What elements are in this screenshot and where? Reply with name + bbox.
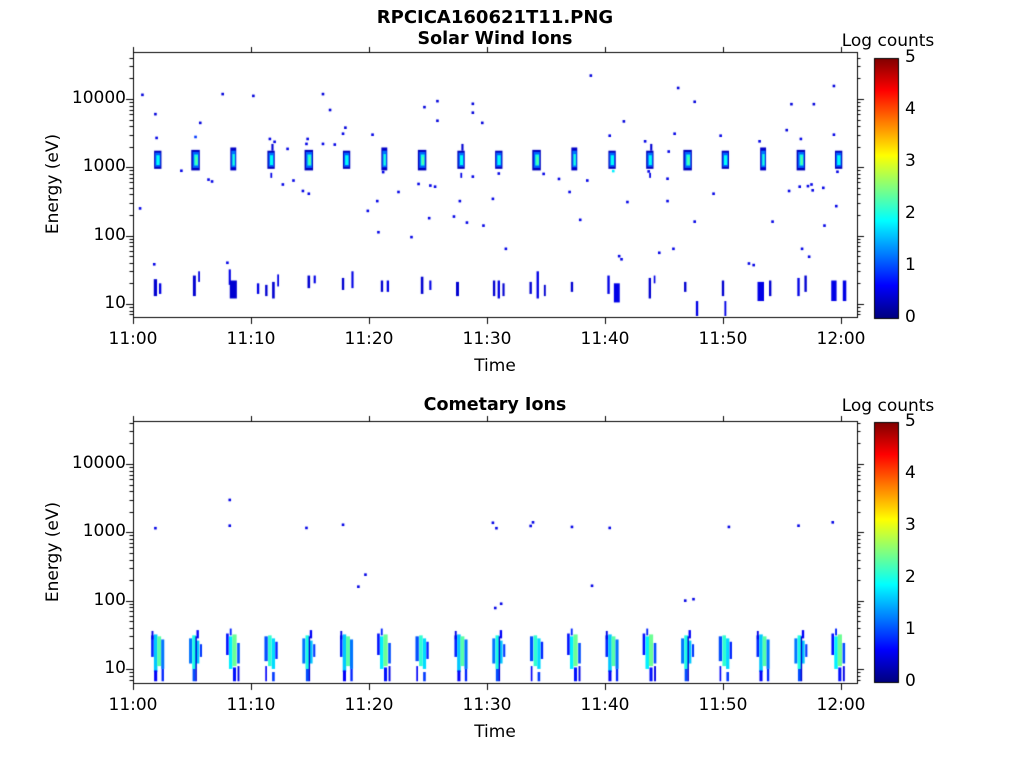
x-tick-label: 11:30 <box>462 329 512 349</box>
x-tick-label: 11:50 <box>698 695 748 715</box>
colorbar-tick-label: 3 <box>905 515 916 535</box>
figure-title: RPCICA160621T11.PNG <box>376 7 614 28</box>
colorbar-tick-label: 2 <box>905 567 916 587</box>
panel2-x-axis-label: Time <box>474 722 516 742</box>
colorbar-tick-label: 1 <box>905 255 916 275</box>
colorbar-tick-label: 5 <box>905 411 916 431</box>
x-tick-label: 12:00 <box>816 695 866 715</box>
colorbar-tick-label: 2 <box>905 203 916 223</box>
colorbar-tick-label: 4 <box>905 463 916 483</box>
x-tick-label: 11:50 <box>698 329 748 349</box>
colorbar-tick-label: 3 <box>905 151 916 171</box>
x-tick-label: 12:00 <box>816 329 866 349</box>
panel1-x-axis-label: Time <box>474 356 516 376</box>
x-tick-label: 11:20 <box>344 329 394 349</box>
x-tick-label: 11:10 <box>226 695 276 715</box>
x-tick-label: 11:40 <box>580 695 630 715</box>
x-tick-label: 11:00 <box>108 329 158 349</box>
y-tick-label: 100 <box>93 589 126 610</box>
colorbar1-label: Log counts <box>841 31 935 51</box>
y-tick-label: 1000 <box>82 156 126 177</box>
x-tick-label: 11:30 <box>462 695 512 715</box>
y-tick-label: 10 <box>104 292 126 313</box>
x-tick-label: 11:10 <box>226 329 276 349</box>
y-tick-label: 10 <box>104 657 126 678</box>
y-tick-label: 100 <box>93 224 126 245</box>
x-tick-label: 11:00 <box>108 695 158 715</box>
panel2-title: Cometary Ions <box>423 395 567 415</box>
colorbar-tick-label: 4 <box>905 99 916 119</box>
colorbar-tick-label: 0 <box>905 307 916 327</box>
y-tick-label: 10000 <box>71 87 126 108</box>
colorbar-tick-label: 5 <box>905 47 916 67</box>
panel1-title: Solar Wind Ions <box>417 29 573 49</box>
x-tick-label: 11:20 <box>344 695 394 715</box>
colorbar2-label: Log counts <box>841 396 935 416</box>
colorbar-tick-label: 0 <box>905 671 916 691</box>
x-tick-label: 11:40 <box>580 329 630 349</box>
colorbar-tick-label: 1 <box>905 619 916 639</box>
y-tick-label: 10000 <box>71 453 126 474</box>
y-tick-label: 1000 <box>82 521 126 542</box>
